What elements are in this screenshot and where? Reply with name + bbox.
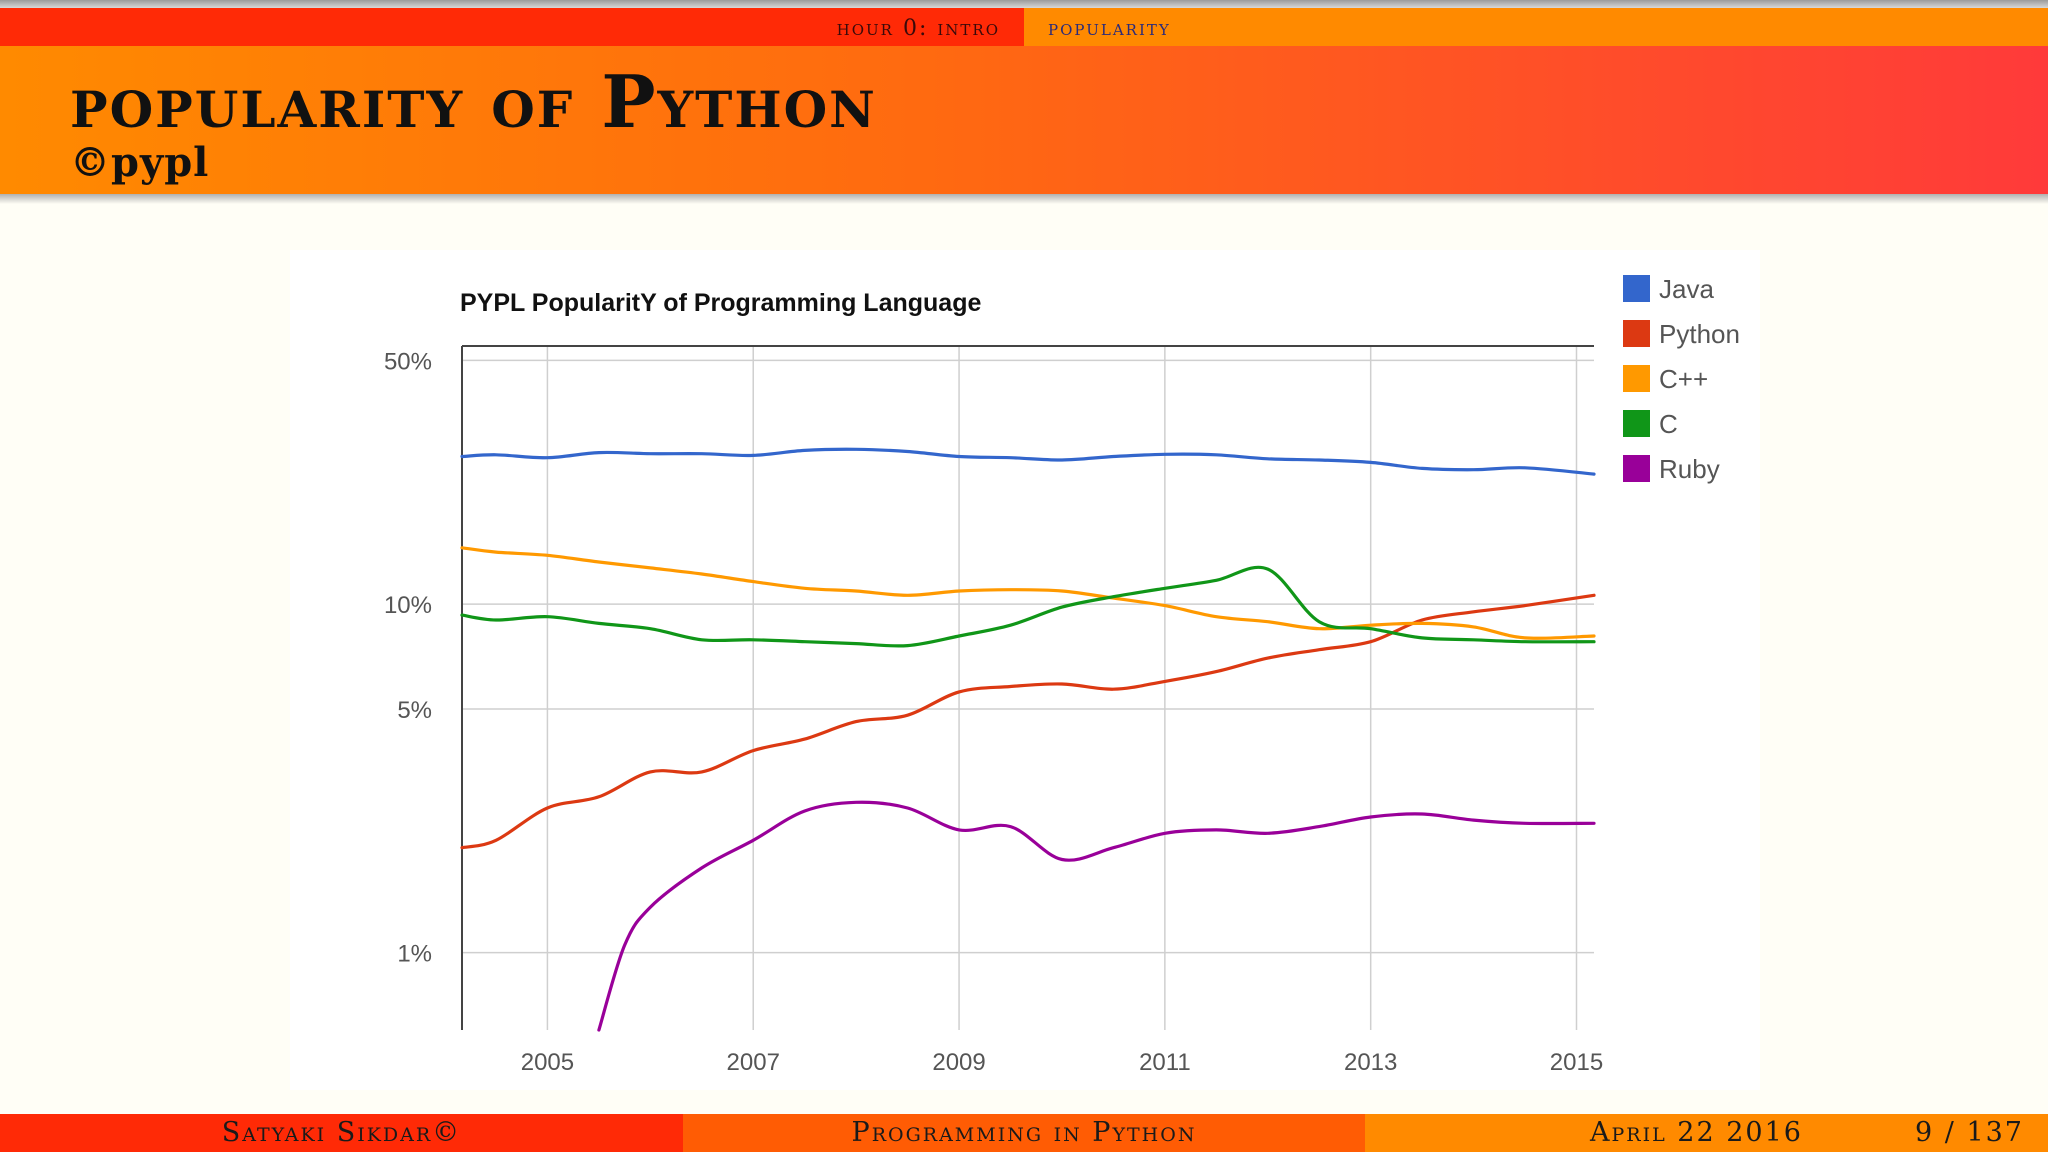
y-tick-label: 10% [384,592,432,619]
series-lines [460,447,1596,1032]
legend-swatch [1623,410,1650,437]
chart-axes [461,345,1594,1030]
footer-course-box: Programming in Python [683,1114,1365,1152]
footer-author-box: Satyaki Sikdar© [0,1114,683,1152]
footer-page-number: 9 / 137 [1915,1117,2024,1148]
legend-label: C++ [1659,364,1708,394]
y-axis-ticks: 1% 5% 10% 50% [384,348,432,967]
top-rule [0,0,2048,8]
legend-swatch [1623,320,1650,347]
footer-course: Programming in Python [851,1117,1197,1148]
slide-title: popularity of Python [70,59,877,144]
series-line-c [460,565,1596,648]
x-axis-ticks: 2005 2007 2009 2011 2013 2015 [521,1049,1603,1076]
slide-subtitle: ©pypl [70,139,210,186]
x-tick-label: 2015 [1550,1049,1603,1076]
beamer-footline: Satyaki Sikdar© Programming in Python Ap… [0,1114,2048,1152]
series-line-cpp [460,546,1596,640]
legend-label: Ruby [1659,454,1720,484]
legend-label: C [1659,409,1678,439]
chart-legend: Java Python C++ C Ruby [1623,274,1740,484]
chart-background [290,250,1760,1090]
legend-swatch [1623,275,1650,302]
nav-subsection[interactable]: popularity [1024,8,2048,46]
x-tick-label: 2011 [1139,1049,1191,1076]
chart-gridlines [462,346,1594,1030]
series-line-java [460,447,1596,476]
legend-swatch [1623,455,1650,482]
beamer-navigation-bar: hour 0: intro popularity [0,8,2048,46]
nav-section-label[interactable]: hour 0: intro [836,16,1000,41]
nav-section[interactable]: hour 0: intro [0,8,1024,46]
footer-date-box: April 22 2016 9 / 137 [1365,1114,2048,1152]
popularity-line-chart: PYPL PopularitY of Programming Language … [290,250,1760,1090]
y-tick-label: 5% [397,697,432,724]
frame-title-bar: popularity of Python ©pypl [0,46,2048,194]
nav-subsection-label[interactable]: popularity [1048,16,1171,41]
x-tick-label: 2007 [727,1049,780,1076]
footer-date: April 22 2016 [1590,1117,1803,1148]
chart-title: PYPL PopularitY of Programming Language [460,289,981,317]
y-tick-label: 1% [397,941,432,968]
y-tick-label: 50% [384,348,432,375]
legend-label: Python [1659,319,1740,349]
x-tick-label: 2013 [1344,1049,1397,1076]
title-bar-shadow [0,194,2048,204]
x-tick-label: 2009 [932,1049,985,1076]
series-line-ruby [597,800,1596,1032]
footer-author: Satyaki Sikdar© [221,1117,462,1148]
legend-label: Java [1659,274,1714,304]
legend-swatch [1623,365,1650,392]
x-tick-label: 2005 [521,1049,574,1076]
